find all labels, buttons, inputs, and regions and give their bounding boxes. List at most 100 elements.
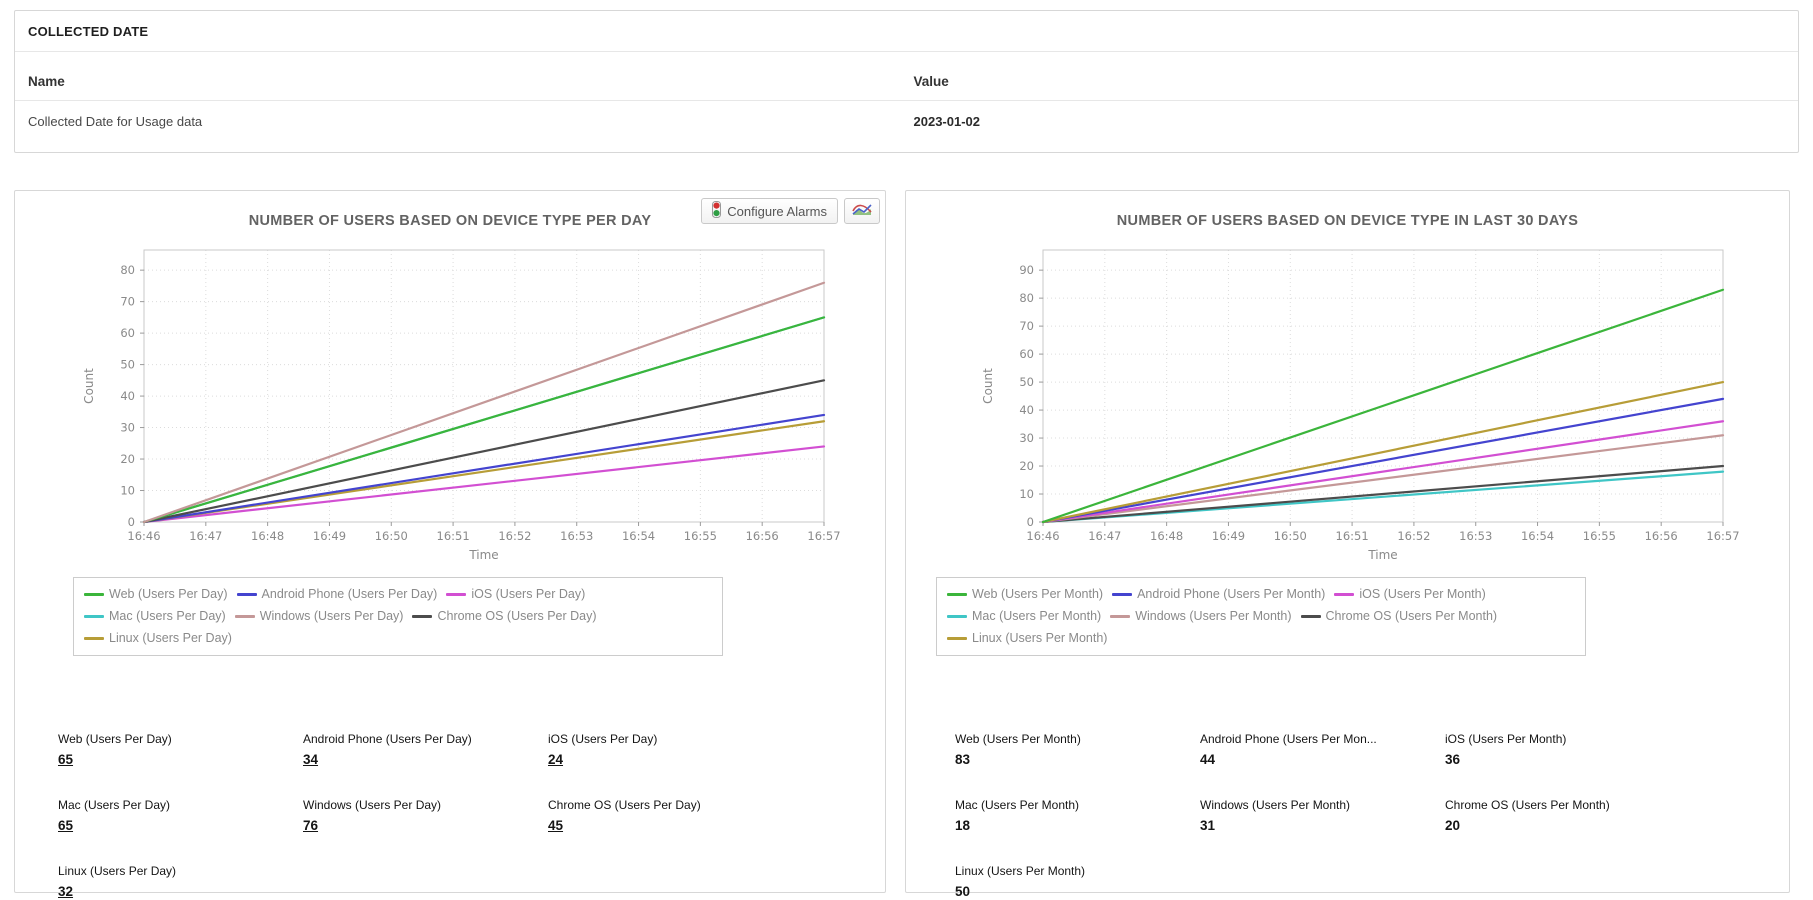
series-line (142, 316, 826, 524)
column-header-value: Value (913, 74, 949, 89)
metric-value-link[interactable]: 34 (303, 752, 319, 767)
collected-date-title: COLLECTED DATE (15, 11, 1798, 52)
metric-value-cell: Mac (Users Per Month) 18 (955, 798, 1200, 840)
chart-canvas[interactable]: 16:46 16:47 16:48 16:49 16:50 16:51 16:52 16:53… (76, 237, 856, 575)
traffic-light-icon (712, 201, 722, 221)
x-axis-title: Time (468, 548, 498, 562)
legend-swatch (236, 592, 257, 596)
plot-border (1042, 249, 1724, 523)
metric-value-cell: Android Phone (Users Per Day) 34 (303, 732, 548, 774)
compare-graphs-button[interactable] (844, 198, 880, 224)
y-axis-title: Count (981, 368, 995, 404)
metric-value-link[interactable]: 32 (58, 884, 74, 899)
metric-label: Linux (Users Per Day) (58, 864, 177, 878)
x-tick-label: 16:46 (1026, 529, 1059, 543)
legend-item: iOS (Users Per Month) (1334, 587, 1486, 601)
metric-value-cell: Linux (Users Per Day) 32 (58, 864, 303, 900)
metric-value-cell: iOS (Users Per Month) 36 (1445, 732, 1690, 774)
chart-legend: Web (Users Per Day) Android Phone (Users … (73, 577, 723, 656)
x-tick-label: 16:47 (1088, 529, 1121, 543)
legend-row: Mac (Users Per Day) Windows (Users Per Da… (84, 605, 712, 627)
metric-value: 44 (1200, 752, 1216, 767)
line-chart-svg: 16:46 16:47 16:48 16:49 16:50 16:51 16:52 16:53… (82, 249, 841, 562)
metric-value: 50 (955, 884, 971, 899)
plot-border (143, 249, 825, 523)
metric-value-cell: Web (Users Per Month) 83 (955, 732, 1200, 774)
legend-label: Windows (Users Per Month) (1135, 609, 1292, 623)
legend-item: Mac (Users Per Day) (84, 609, 226, 623)
legend-swatch (446, 592, 467, 596)
collected-date-table-header: Name Value (15, 52, 1798, 101)
series-line (1041, 464, 1725, 524)
y-tick-label: 0 (1027, 515, 1034, 529)
line-chart-icon (852, 202, 872, 220)
series-line (1041, 380, 1725, 524)
y-tick-label: 50 (120, 358, 135, 372)
x-tick-label: 16:54 (622, 529, 655, 543)
legend-row: Linux (Users Per Month) (947, 627, 1575, 649)
metric-value: 31 (1200, 818, 1216, 833)
metric-value-cell: Chrome OS (Users Per Month) 20 (1445, 798, 1690, 840)
chart-toolbar: Configure Alarms (701, 198, 880, 224)
line-chart-svg: 16:46 16:47 16:48 16:49 16:50 16:51 16:52 16:53… (981, 249, 1740, 562)
legend-swatch (84, 636, 104, 640)
x-tick-label: 16:55 (1583, 529, 1616, 543)
metric-value-link[interactable]: 65 (58, 818, 74, 833)
metric-value-link[interactable]: 65 (58, 752, 74, 767)
configure-alarms-button[interactable]: Configure Alarms (701, 198, 838, 224)
legend-label: Chrome OS (Users Per Month) (1325, 609, 1498, 623)
metric-label: Chrome OS (Users Per Month) (1445, 798, 1610, 812)
legend-label: iOS (Users Per Day) (471, 587, 586, 601)
x-tick-label: 16:55 (684, 529, 717, 543)
x-tick-label: 16:51 (1336, 529, 1369, 543)
metric-value-link[interactable]: 45 (548, 818, 564, 833)
legend-item: Web (Users Per Day) (84, 587, 228, 601)
metric-label: iOS (Users Per Month) (1445, 732, 1567, 746)
legend-swatch (1110, 614, 1131, 618)
series-line (1041, 420, 1725, 524)
metric-value: 83 (955, 752, 971, 767)
metric-label: Android Phone (Users Per Day) (303, 732, 472, 746)
legend-item: iOS (Users Per Day) (446, 587, 585, 601)
series-line (142, 413, 826, 524)
metric-label: Windows (Users Per Day) (303, 798, 442, 812)
chart-title: NUMBER OF USERS BASED ON DEVICE TYPE PER… (248, 213, 652, 229)
chart-canvas[interactable]: 16:46 16:47 16:48 16:49 16:50 16:51 16:52 16:53… (975, 237, 1755, 575)
metric-value-cell: Chrome OS (Users Per Day) 45 (548, 798, 793, 840)
chart-legend: Web (Users Per Month) Android Phone (User… (936, 577, 1586, 656)
legend-item: Web (Users Per Month) (947, 587, 1103, 601)
y-tick-label: 60 (120, 326, 135, 340)
legend-swatch (234, 614, 255, 618)
series-values-panel: Web (Users Per Day) 65 Android Phone (User… (58, 732, 793, 900)
series-line (1041, 397, 1725, 524)
metric-value-link[interactable]: 76 (303, 818, 319, 833)
metric-label: Web (Users Per Day) (58, 732, 172, 746)
x-tick-label: 16:56 (746, 529, 779, 543)
users-per-month-chart-card: NUMBER OF USERS BASED ON DEVICE TYPE IN … (905, 190, 1790, 899)
legend-row: Web (Users Per Day) Android Phone (Users … (84, 583, 712, 605)
legend-swatch (84, 614, 104, 618)
series-line (142, 379, 826, 524)
legend-item: Chrome OS (Users Per Day) (412, 609, 597, 623)
metric-value-link[interactable]: 24 (548, 752, 564, 767)
y-tick-label: 10 (120, 484, 135, 498)
x-tick-label: 16:52 (1397, 529, 1430, 543)
collected-date-card: COLLECTED DATE Name Value Collected Date… (14, 10, 1799, 153)
y-tick-label: 40 (1019, 403, 1034, 417)
y-axis-title: Count (82, 368, 96, 404)
legend-label: Linux (Users Per Month) (972, 631, 1108, 645)
y-tick-label: 90 (1019, 263, 1034, 277)
x-tick-label: 16:49 (313, 529, 346, 543)
series-line (1041, 288, 1725, 524)
legend-swatch (947, 592, 967, 596)
metric-value: 20 (1445, 818, 1461, 833)
metric-value-cell: Android Phone (Users Per Mon... 44 (1200, 732, 1445, 774)
metric-value-cell: iOS (Users Per Day) 24 (548, 732, 793, 774)
y-tick-label: 80 (120, 263, 135, 277)
legend-item: Linux (Users Per Day) (84, 631, 232, 645)
legend-label: Mac (Users Per Day) (109, 609, 226, 623)
series-line (142, 445, 826, 524)
legend-swatch (1112, 592, 1133, 596)
legend-label: Chrome OS (Users Per Day) (437, 609, 597, 623)
